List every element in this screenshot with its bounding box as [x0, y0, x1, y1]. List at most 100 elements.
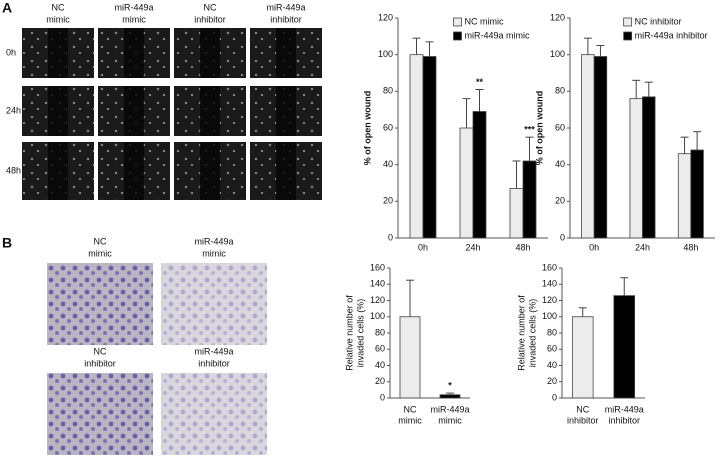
y-tick-label: 80 — [383, 86, 393, 96]
wound-gap — [200, 28, 220, 78]
y-tick-label: 20 — [547, 376, 557, 386]
y-tick-label: 100 — [378, 49, 393, 59]
wound-gap — [276, 86, 296, 136]
y-axis-label: invaded cells (%) — [355, 299, 365, 368]
wound-gap — [276, 142, 296, 200]
significance-label: ** — [476, 77, 484, 87]
x-tick-label: mimic — [438, 415, 462, 425]
x-tick-label: 48h — [683, 242, 698, 252]
bar — [571, 316, 594, 399]
y-tick-label: 120 — [542, 295, 557, 305]
legend-label: NC inhibitor — [635, 16, 682, 26]
y-tick-label: 100 — [550, 49, 565, 59]
y-tick-label: 0 — [560, 232, 565, 242]
y-tick-label: 40 — [383, 159, 393, 169]
image-label: mimic — [202, 248, 226, 258]
image-label: NC — [94, 346, 107, 356]
wound-gap — [200, 142, 220, 200]
y-tick-label: 100 — [542, 311, 557, 321]
legend-label: miR-449a mimic — [465, 30, 531, 40]
legend-swatch — [623, 31, 633, 41]
y-tick-label: 40 — [555, 159, 565, 169]
y-axis-label: % of open wound — [362, 91, 372, 166]
wound-gap — [48, 142, 68, 200]
y-tick-label: 20 — [383, 196, 393, 206]
legend-swatch — [623, 17, 633, 27]
image-label: inhibitor — [84, 358, 116, 368]
image-label: miR-449a — [194, 236, 233, 246]
bar — [581, 54, 595, 239]
x-tick-label: miR-449a — [605, 404, 644, 414]
x-tick-label: inhibitor — [567, 415, 599, 425]
y-tick-label: 140 — [370, 279, 385, 289]
image-label: miR-449a — [114, 2, 153, 12]
y-tick-label: 60 — [555, 122, 565, 132]
panel-label: B — [2, 235, 12, 251]
micrograph — [47, 263, 153, 345]
bar — [522, 160, 537, 239]
x-tick-label: 24h — [635, 242, 650, 252]
row-label: 48h — [6, 165, 21, 175]
row-label: 24h — [6, 105, 21, 115]
bar — [593, 56, 608, 239]
wound-gap — [124, 86, 144, 136]
y-tick-label: 80 — [547, 327, 557, 337]
x-tick-label: 48h — [515, 242, 530, 252]
bar — [613, 295, 636, 399]
bar — [399, 316, 421, 399]
y-tick-label: 160 — [370, 262, 385, 272]
bar — [422, 56, 437, 239]
wound-gap — [200, 86, 220, 136]
image-label: inhibitor — [198, 358, 230, 368]
wound-gap — [48, 28, 68, 78]
row-label: 0h — [6, 47, 16, 57]
bar — [439, 394, 461, 399]
y-axis-label: % of open wound — [534, 91, 544, 166]
x-tick-label: mimic — [398, 415, 422, 425]
bar — [629, 98, 643, 239]
bar — [409, 54, 424, 239]
y-tick-label: 80 — [375, 327, 385, 337]
y-tick-label: 60 — [375, 344, 385, 354]
x-tick-label: 0h — [589, 242, 599, 252]
image-label: NC — [94, 236, 107, 246]
bar — [509, 188, 524, 239]
y-tick-label: 80 — [555, 86, 565, 96]
image-label: inhibitor — [270, 14, 302, 24]
wound-gap — [124, 142, 144, 200]
micrograph — [161, 373, 267, 455]
x-tick-label: miR-449a — [430, 404, 469, 414]
bar — [677, 153, 692, 239]
y-tick-label: 0 — [388, 232, 393, 242]
panel-label: A — [2, 0, 12, 16]
y-tick-label: 20 — [555, 196, 565, 206]
y-tick-label: 120 — [378, 12, 393, 22]
micrograph — [161, 263, 267, 345]
y-tick-label: 140 — [542, 279, 557, 289]
legend-swatch — [453, 17, 462, 27]
bar — [459, 127, 474, 239]
wound-gap — [48, 86, 68, 136]
legend-swatch — [453, 31, 462, 41]
y-tick-label: 60 — [383, 122, 393, 132]
x-tick-label: 24h — [465, 242, 480, 252]
x-tick-label: inhibitor — [608, 415, 640, 425]
image-label: inhibitor — [194, 14, 226, 24]
y-tick-label: 0 — [380, 392, 385, 402]
y-tick-label: 120 — [370, 295, 385, 305]
image-label: NC — [52, 2, 65, 12]
bar — [690, 149, 704, 239]
micrograph — [47, 373, 153, 455]
y-tick-label: 0 — [552, 392, 557, 402]
wound-gap — [276, 28, 296, 78]
legend-label: NC mimic — [465, 16, 504, 26]
significance-label: * — [448, 381, 452, 391]
wound-gap — [124, 28, 144, 78]
legend-label: miR-449a inhibitor — [635, 30, 708, 40]
x-tick-label: NC — [404, 404, 417, 414]
y-axis-label: Relative number of — [516, 295, 526, 371]
significance-label: *** — [524, 125, 535, 135]
x-tick-label: 0h — [418, 242, 428, 252]
y-tick-label: 160 — [542, 262, 557, 272]
